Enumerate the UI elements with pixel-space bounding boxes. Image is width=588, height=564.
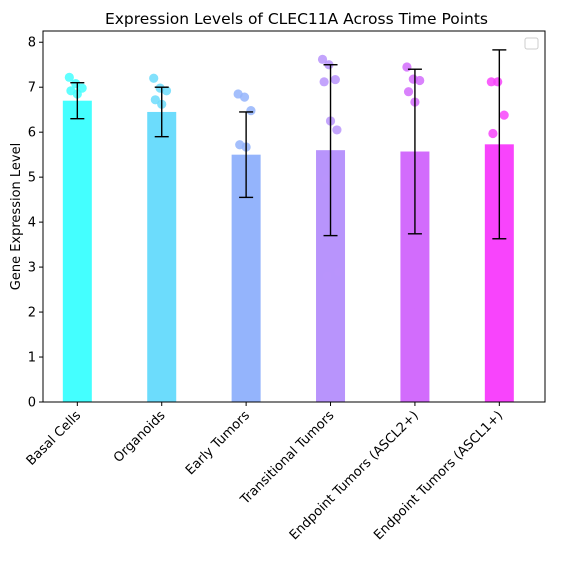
x-tick-label: Organoids [111,408,169,466]
data-point [332,125,342,135]
y-tick-label: 3 [28,261,36,276]
y-tick-label: 8 [28,36,36,51]
data-point [236,180,246,190]
data-point [150,95,160,105]
data-point [321,174,331,184]
data-point [246,105,256,116]
y-tick-label: 1 [28,351,36,366]
legend-box [524,37,539,50]
x-tick-label: Early Tumors [183,408,253,478]
data-point [67,117,78,127]
x-tick-label: Basal Cells [24,408,85,469]
x-tick-label: Transitional Tumors [237,408,337,508]
data-point [158,151,168,161]
y-axis-label: Gene Expression Level [9,143,24,290]
data-point [152,140,162,150]
chart-title: Expression Levels of CLEC11A Across Time… [105,10,488,28]
data-point [64,72,74,82]
y-tick-label: 7 [28,81,36,96]
y-tick-label: 0 [28,396,36,411]
data-point [327,230,337,240]
data-point [149,73,159,83]
data-point [330,74,340,85]
plot-area [62,49,514,402]
plot-frame [42,30,546,403]
data-point [161,86,172,96]
data-point [493,77,503,87]
data-point [407,307,417,317]
data-point [415,75,425,86]
data-point [79,102,89,113]
data-point [405,178,415,188]
data-point [317,54,328,64]
data-point [416,168,426,178]
data-point [249,205,259,215]
data-point [494,304,504,314]
data-point [163,114,173,124]
y-tick-label: 4 [28,216,36,231]
x-axis: Basal Cells Organoids Early TumorsTransiti… [24,402,506,543]
y-axis: 0 1 2 3 4 5 6 7 8 [28,36,43,411]
y-tick-label: 5 [28,171,36,186]
data-point [411,188,422,198]
data-point [243,188,253,198]
y-tick-label: 6 [28,126,36,141]
data-point [486,77,496,87]
data-point [322,271,332,281]
data-point [74,126,84,136]
y-tick-label: 2 [28,306,36,321]
data-point [247,174,258,184]
data-point [333,266,344,277]
data-point [239,92,250,102]
data-point [488,128,498,139]
data-point [319,77,329,87]
data-point [402,62,412,72]
data-point [403,87,414,97]
data-point [418,235,428,245]
bar [62,100,92,402]
data-point [499,110,509,120]
